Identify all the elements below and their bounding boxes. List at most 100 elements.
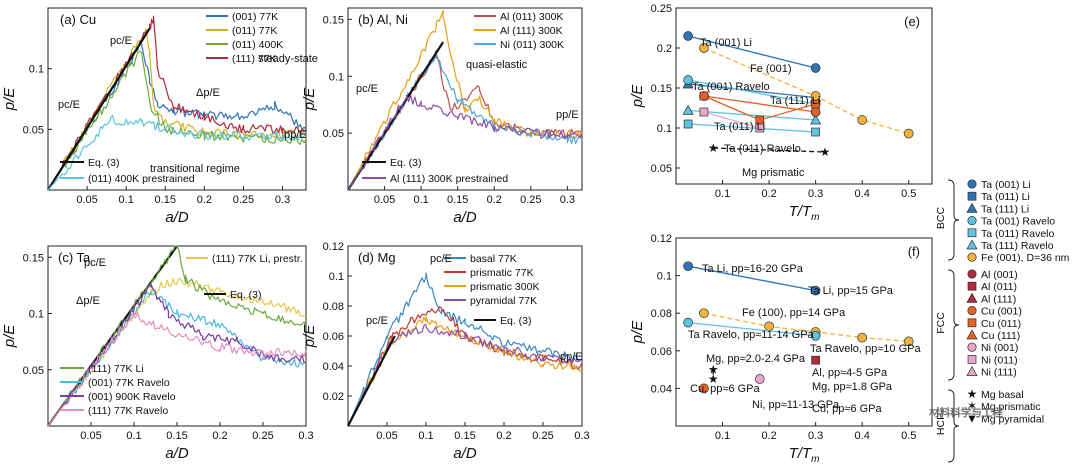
annotation-text: pc/E	[84, 257, 106, 269]
y-tick-label: 0.1	[29, 309, 44, 321]
data-point	[903, 336, 914, 347]
x-tick-label: 0.5	[901, 430, 916, 442]
y-tick-label: 0.08	[323, 301, 344, 313]
panel-title: (b) Al, Ni	[358, 12, 408, 27]
annotation-text: Cu, pp≈6 GPa	[690, 383, 761, 395]
plot-frame	[675, 237, 933, 427]
legend-label: Eq. (3)	[230, 289, 262, 301]
legend-label: Al (011)	[981, 281, 1017, 293]
x-tick-label: 0.1	[413, 194, 428, 206]
series-line-eq-3-	[47, 28, 151, 191]
data-point	[699, 43, 709, 53]
legend-label: Ni (111)	[981, 367, 1017, 379]
trend-line	[687, 35, 816, 69]
legend-label: Cu (001)	[981, 306, 1022, 318]
x-tick-label: 0.3	[298, 430, 313, 442]
x-tick-label: 0.1	[418, 430, 433, 442]
data-point	[811, 99, 820, 109]
group-brace	[947, 179, 960, 261]
data-point: ★	[820, 145, 831, 159]
legend-label: Cu (111)	[981, 330, 1020, 342]
x-axis-label: a/D	[165, 445, 189, 462]
annotation-text: Ta Ravelo, pp≈10 GPa	[810, 343, 921, 355]
y-axis-label: p/E	[301, 324, 318, 349]
annotation-text: Al, pp≈4-5 GPa	[812, 367, 888, 379]
x-tick-label: 0.3	[808, 188, 823, 200]
legend-label: (111) 77K	[232, 53, 277, 65]
legend-marker: ✶	[967, 399, 977, 413]
annotation-text: Δp/E	[196, 87, 220, 99]
y-tick-label: 0.05	[323, 128, 344, 140]
y-tick-label: 0.05	[23, 124, 44, 136]
legend-marker	[967, 179, 977, 189]
y-axis-label: p/E	[1, 87, 18, 112]
y-axis-label: p/E	[629, 320, 646, 345]
legend-label: Ni (001)	[981, 342, 1018, 354]
data-point	[810, 63, 821, 73]
x-tick-label: 0.3	[574, 430, 589, 442]
data-point	[683, 261, 693, 272]
legend-marker	[966, 365, 978, 376]
trend-line	[688, 109, 816, 121]
legend-label: Ta (001) Li	[981, 179, 1031, 191]
panel-title: (a) Cu	[60, 12, 96, 27]
legend-marker	[967, 306, 977, 316]
legend-label: Al (011) 300K	[500, 11, 563, 23]
legend-label: Mg prismatic	[981, 401, 1041, 413]
trend-line	[688, 83, 816, 99]
trend-line	[703, 47, 909, 135]
legend-marker	[966, 202, 978, 213]
data-point	[683, 31, 693, 41]
legend-marker	[967, 342, 977, 352]
legend-marker	[967, 269, 977, 279]
data-point	[755, 123, 765, 133]
legend-marker	[966, 329, 978, 340]
data-point	[810, 107, 821, 117]
legend-label: Al (111) 300K	[500, 25, 563, 37]
series-line--111-77k	[47, 15, 307, 191]
legend-marker	[966, 292, 978, 303]
panel-title: (f)	[908, 244, 920, 259]
legend-marker	[967, 318, 977, 328]
legend-label: (011) 77K	[232, 25, 277, 37]
data-point: ★	[708, 363, 719, 377]
x-tick-label: 0.05	[80, 430, 101, 442]
legend-label: Fe (001), D=36 nm	[981, 252, 1070, 264]
legend-label: (111) 77K Li	[88, 363, 144, 375]
x-tick-label: 0.5	[901, 188, 916, 200]
series-line-al-111-300k-prestrained	[347, 94, 583, 191]
legend-label: (111) 77K Ravelo	[88, 405, 168, 417]
series-line--011-400k-prestrained	[47, 114, 307, 191]
y-tick-label: 0.02	[323, 391, 344, 403]
annotation-text: pc/E	[430, 253, 452, 265]
annotation-text: Ni, pp≈11-13 GPa	[752, 399, 840, 411]
legend-label: prismatic 300K	[470, 281, 539, 293]
series-line--111-77k-ravelo	[47, 312, 307, 427]
data-point	[683, 75, 693, 85]
annotation-text: Fe (001)	[750, 63, 792, 75]
annotation-text: pc/E	[356, 83, 378, 95]
group-label: HCP	[935, 413, 947, 435]
legend-label: Ta (011) Li	[981, 191, 1030, 203]
x-tick-label: 0.4	[855, 188, 870, 200]
annotation-text: Cu, pp≈6 GPa	[812, 403, 883, 415]
x-tick-label: 0.25	[520, 194, 541, 206]
x-tick-label: 0.1	[715, 430, 730, 442]
x-tick-label: 0.1	[715, 188, 730, 200]
y-tick-label: 0.05	[23, 365, 44, 377]
group-label: FCC	[935, 312, 947, 334]
plot-frame	[675, 7, 933, 185]
data-point	[811, 355, 820, 365]
trend-line	[688, 321, 816, 337]
plot-frame	[347, 7, 583, 191]
annotation-text: Mg, pp≈2.0-2.4 GPa	[706, 353, 806, 365]
x-tick-label: 0.2	[487, 194, 502, 206]
y-tick-label: 0.12	[651, 233, 672, 245]
legend-label: Ni (011) 300K	[500, 39, 564, 51]
panel-title: (e)	[904, 14, 920, 29]
data-point: ★	[708, 141, 719, 155]
panel-d: 0.05 0.1 0.15 0.2 0.25 0.3 0.02 0.04 0.06 0.08 0.1…	[301, 241, 590, 462]
x-tick-label: 0.05	[76, 194, 97, 206]
